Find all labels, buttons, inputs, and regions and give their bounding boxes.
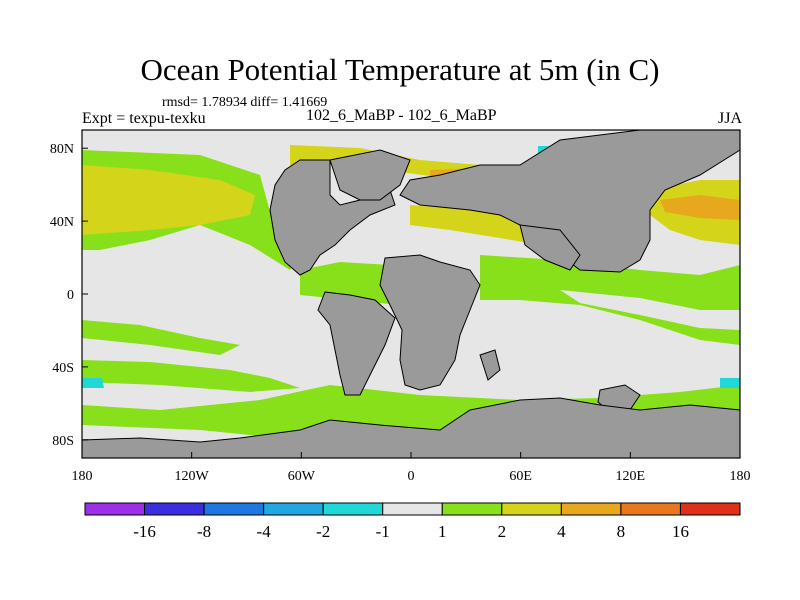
colorbar-swatch — [560, 502, 622, 516]
land-masses — [81, 129, 741, 459]
colorbar-label: -8 — [197, 522, 211, 541]
colorbar-swatch — [203, 502, 265, 516]
colorbar-swatch — [441, 502, 503, 516]
field-cold-patch-south — [82, 378, 104, 388]
x-tick-label: 60W — [288, 469, 316, 484]
colorbar-label: -2 — [316, 522, 330, 541]
y-tick-label: 80S — [52, 434, 74, 449]
x-tick-label: 0 — [408, 469, 415, 484]
colorbar-swatch — [144, 502, 205, 516]
colorbar-label: 8 — [617, 522, 626, 541]
colorbar-swatch — [84, 502, 146, 516]
x-tick-label: 60E — [509, 469, 532, 484]
x-tick-label: 120E — [616, 469, 646, 484]
land-africa — [379, 254, 481, 391]
y-tick-label: 80N — [50, 142, 74, 157]
field-europe-yellow — [410, 205, 540, 245]
colorbar-swatch — [382, 502, 443, 516]
colorbar-label: -4 — [257, 522, 272, 541]
field-northwest-pacific-orange — [660, 195, 740, 220]
field-cold-patch-east — [720, 378, 740, 388]
colorbar-label: 1 — [438, 522, 447, 541]
field-equatorial-green — [82, 320, 240, 355]
colorbar-label: 4 — [557, 522, 566, 541]
colorbar: -16 -8 -4 -2 -1 1 2 4 8 16 — [84, 502, 741, 541]
x-axis: 180 120W 60W 0 60E 120E 180 — [72, 452, 751, 484]
y-tick-label: 0 — [67, 288, 74, 303]
x-tick-label: 120W — [175, 469, 210, 484]
colorbar-label: -1 — [376, 522, 390, 541]
y-tick-label: 40S — [52, 361, 74, 376]
season-label: JJA — [717, 110, 742, 127]
field-south-pacific-green — [82, 360, 300, 392]
land-south-america — [317, 291, 396, 396]
y-axis: 80N 40N 0 40S 80S — [50, 142, 88, 449]
stats-label: rmsd= 1.78934 diff= 1.41669 — [162, 95, 328, 110]
land-greenland — [329, 149, 411, 201]
colorbar-swatch — [620, 502, 681, 516]
land-eurasia — [399, 129, 741, 273]
y-tick-label: 40N — [50, 215, 74, 230]
experiment-label: Expt = texpu-texku — [82, 110, 206, 127]
x-tick-label: 180 — [730, 469, 751, 484]
colorbar-label: -16 — [133, 522, 156, 541]
land-north-america — [269, 159, 396, 276]
colorbar-label: 2 — [498, 522, 507, 541]
colorbar-label: 16 — [672, 522, 689, 541]
colorbar-swatch — [263, 502, 324, 516]
field-north-pacific-yellow — [82, 165, 255, 235]
chart-title: Ocean Potential Temperature at 5m (in C) — [140, 52, 660, 87]
comparison-label: 102_6_MaBP - 102_6_MaBP — [306, 107, 497, 124]
colorbar-swatch — [501, 502, 562, 516]
field-indo-pacific-white — [560, 290, 740, 330]
land-madagascar — [479, 349, 501, 381]
colorbar-swatch — [322, 502, 384, 516]
x-tick-label: 180 — [72, 469, 93, 484]
colorbar-swatch — [679, 502, 741, 516]
land-south-asia — [519, 224, 581, 271]
